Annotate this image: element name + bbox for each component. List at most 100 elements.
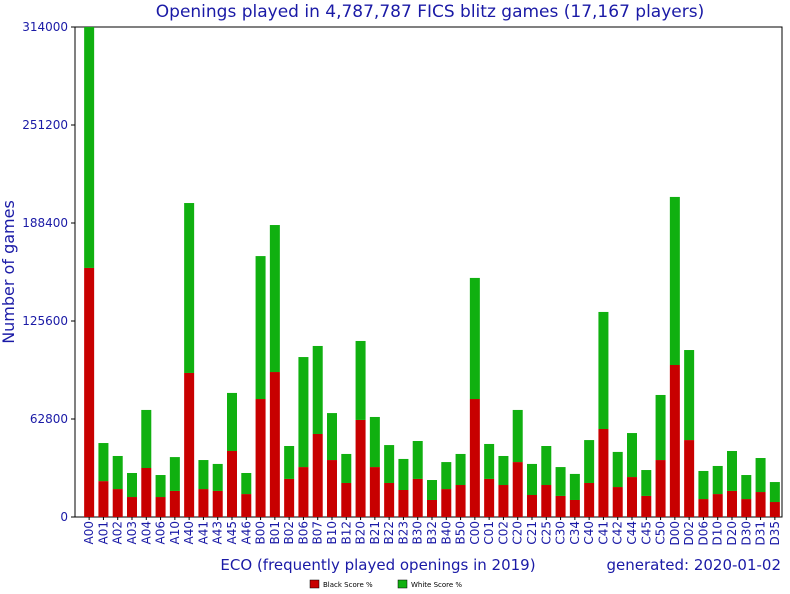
chart-title: Openings played in 4,787,787 FICS blitz … xyxy=(156,2,704,22)
bar-segment xyxy=(255,256,266,400)
bar-segment xyxy=(227,450,237,517)
bar-segment xyxy=(512,409,523,463)
bar-segment xyxy=(569,499,580,517)
bar-segment xyxy=(298,357,309,468)
bar-segment xyxy=(198,460,209,490)
x-tick-label: B22 xyxy=(382,521,396,545)
bar-segment xyxy=(584,482,595,517)
x-tick-label: A06 xyxy=(154,521,168,544)
bar-segment xyxy=(169,457,180,491)
bar-segment xyxy=(141,409,152,468)
bar-segment xyxy=(298,467,309,517)
bar-segment xyxy=(712,494,723,517)
bar-segment xyxy=(469,277,480,400)
bar-segment xyxy=(398,458,409,491)
x-tick-label: A01 xyxy=(96,521,110,544)
bar-segment xyxy=(369,467,380,517)
bar-segment xyxy=(769,482,780,503)
bar-segment xyxy=(455,485,466,517)
y-axis-label: Number of games xyxy=(0,200,18,344)
bar-segment xyxy=(269,372,280,517)
bar-segment xyxy=(327,460,337,517)
bar-segment xyxy=(312,345,323,434)
bar-segment xyxy=(741,499,752,517)
x-tick-label: C20 xyxy=(511,521,525,545)
bar-segment xyxy=(412,441,423,479)
bar-segment xyxy=(555,467,566,496)
bar-segment xyxy=(169,490,180,517)
x-tick-label: B20 xyxy=(354,521,368,545)
bar-segment xyxy=(441,462,452,490)
legend-label: Black Score % xyxy=(323,581,373,589)
bar-segment xyxy=(469,399,480,517)
x-tick-label: D02 xyxy=(682,521,696,546)
bar-segment xyxy=(541,485,552,517)
y-tick-label: 251200 xyxy=(22,118,68,132)
bar-segment xyxy=(655,460,666,517)
bar-segment xyxy=(327,413,337,461)
bar-segment xyxy=(112,455,123,490)
bar-segment xyxy=(127,472,137,498)
bar-segment xyxy=(355,419,366,517)
y-tick-label: 314000 xyxy=(22,20,68,34)
bar-segment xyxy=(227,392,237,451)
bar-segment xyxy=(741,475,752,500)
bar-segment xyxy=(427,480,437,500)
bar-segment xyxy=(627,477,637,517)
bar-segment xyxy=(427,499,437,517)
bar-segment xyxy=(669,365,680,517)
bar-segment xyxy=(584,440,595,483)
bar-segment xyxy=(484,478,495,517)
x-tick-label: A10 xyxy=(168,521,182,544)
bar-segment xyxy=(512,462,523,517)
bar-segment xyxy=(84,267,95,517)
y-tick-label: 62800 xyxy=(30,412,68,426)
bar-segment xyxy=(355,340,366,420)
x-tick-label: C42 xyxy=(611,521,625,545)
x-tick-label: D30 xyxy=(739,521,753,546)
bar-segment xyxy=(527,494,537,517)
bar-segment xyxy=(398,490,409,517)
x-tick-label: B06 xyxy=(296,521,310,545)
bar-segment xyxy=(112,489,123,517)
x-tick-label: B01 xyxy=(268,521,282,545)
x-tick-label: B32 xyxy=(425,521,439,545)
bar-segment xyxy=(284,445,295,479)
bar-segment xyxy=(155,497,166,517)
x-tick-label: B40 xyxy=(439,521,453,545)
bar-segment xyxy=(184,203,195,373)
x-tick-label: A02 xyxy=(111,521,125,544)
y-tick-label: 0 xyxy=(60,510,68,524)
bar-segment xyxy=(569,473,580,500)
x-tick-label: B30 xyxy=(411,521,425,545)
bar-segment xyxy=(498,455,509,486)
x-tick-label: A00 xyxy=(82,521,96,544)
x-tick-label: C50 xyxy=(654,521,668,545)
x-tick-label: A46 xyxy=(239,521,253,544)
x-tick-label: C25 xyxy=(539,521,553,545)
bar-segment xyxy=(727,450,737,491)
bar-segment xyxy=(212,463,223,491)
bar-segment xyxy=(612,451,623,488)
bar-segment xyxy=(455,453,466,486)
bar-segment xyxy=(212,490,223,517)
bar-segment xyxy=(127,497,137,517)
footnote: generated: 2020-01-02 xyxy=(607,556,781,574)
bar-segment xyxy=(684,350,695,441)
bar-segment xyxy=(598,428,609,517)
bar-segment xyxy=(755,458,766,493)
y-tick-label: 188400 xyxy=(22,216,68,230)
x-tick-label: D10 xyxy=(711,521,725,546)
bar-segment xyxy=(184,372,195,517)
x-tick-label: D06 xyxy=(696,521,710,546)
bar-segment xyxy=(341,482,352,517)
x-tick-label: B50 xyxy=(454,521,468,545)
bar-segment xyxy=(84,27,95,268)
bar-segment xyxy=(98,481,109,517)
bar-segment xyxy=(141,468,152,517)
bar-segment xyxy=(527,463,537,495)
bar-segment xyxy=(698,470,709,500)
bar-segment xyxy=(384,482,395,517)
x-tick-label: C40 xyxy=(582,521,596,545)
